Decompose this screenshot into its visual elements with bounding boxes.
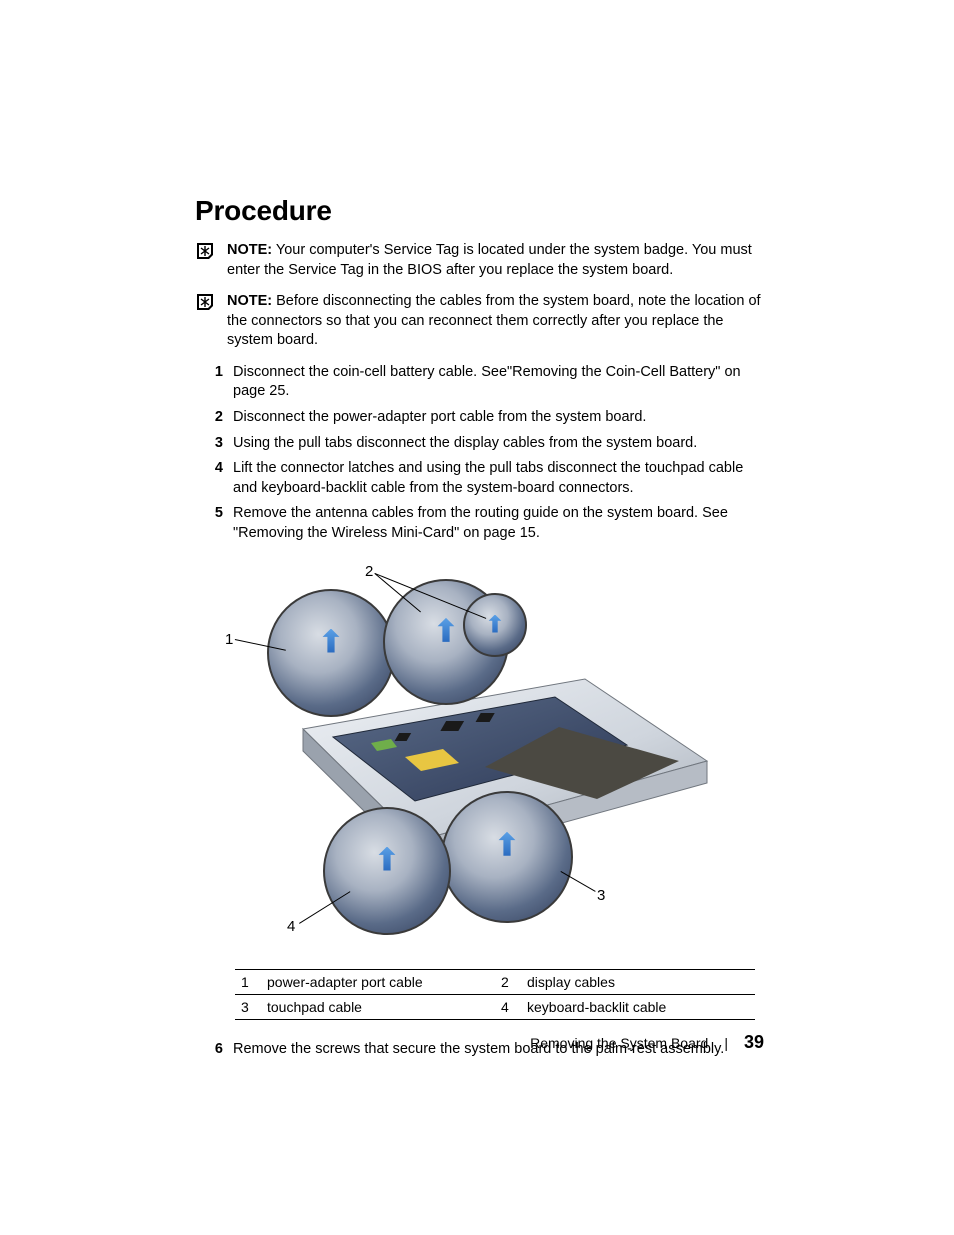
callout-1: 1 — [225, 631, 233, 648]
legend-4-num: 4 — [495, 995, 521, 1020]
footer-divider: | — [724, 1035, 728, 1051]
step-5: Remove the antenna cables from the routi… — [195, 504, 764, 543]
step-2-text: Disconnect the power-adapter port cable … — [233, 408, 764, 428]
legend-2-num: 2 — [495, 970, 521, 995]
step-3: Using the pull tabs disconnect the displ… — [195, 434, 764, 454]
legend-3-num: 3 — [235, 995, 261, 1020]
step-2: Disconnect the power-adapter port cable … — [195, 408, 764, 428]
note-1: NOTE: Your computer's Service Tag is loc… — [195, 241, 764, 280]
legend-1-num: 1 — [235, 970, 261, 995]
step-4-text: Lift the connector latches and using the… — [233, 459, 764, 498]
step-6-number: 6 — [195, 1040, 223, 1060]
detail-bubble-3 — [441, 791, 573, 923]
step-1-text: Disconnect the coin-cell battery cable. … — [233, 363, 764, 402]
legend-2-text: display cables — [521, 970, 755, 995]
footer-page-number: 39 — [744, 1032, 764, 1053]
legend-4-text: keyboard-backlit cable — [521, 995, 755, 1020]
detail-bubble-4 — [323, 807, 451, 935]
page-footer: Removing the System Board | 39 — [530, 1032, 764, 1053]
procedure-steps: Disconnect the coin-cell battery cable. … — [195, 363, 764, 544]
step-3-text: Using the pull tabs disconnect the displ… — [233, 434, 764, 454]
detail-bubble-1 — [267, 589, 395, 717]
step-1: Disconnect the coin-cell battery cable. … — [195, 363, 764, 402]
footer-section: Removing the System Board — [530, 1035, 708, 1051]
step-4: Lift the connector latches and using the… — [195, 459, 764, 498]
note-2-text: NOTE: Before disconnecting the cables fr… — [227, 292, 764, 351]
page-heading: Procedure — [195, 195, 764, 227]
note-icon — [195, 292, 223, 351]
callout-4: 4 — [287, 918, 295, 935]
system-board-diagram: 1 2 3 4 — [205, 551, 765, 951]
note-icon — [195, 241, 223, 280]
callout-2: 2 — [365, 563, 373, 580]
note-1-body: Your computer's Service Tag is located u… — [227, 242, 752, 278]
note-1-label: NOTE: — [227, 242, 272, 258]
note-1-text: NOTE: Your computer's Service Tag is loc… — [227, 241, 764, 280]
note-2-label: NOTE: — [227, 293, 272, 309]
legend-3-text: touchpad cable — [261, 995, 495, 1020]
diagram-legend: 1 power-adapter port cable 2 display cab… — [235, 969, 755, 1020]
note-2: NOTE: Before disconnecting the cables fr… — [195, 292, 764, 351]
legend-row-2: 3 touchpad cable 4 keyboard-backlit cabl… — [235, 995, 755, 1020]
detail-bubble-2b — [463, 593, 527, 657]
note-2-body: Before disconnecting the cables from the… — [227, 293, 761, 348]
legend-row-1: 1 power-adapter port cable 2 display cab… — [235, 970, 755, 995]
callout-3: 3 — [597, 887, 605, 904]
legend-1-text: power-adapter port cable — [261, 970, 495, 995]
step-5-text: Remove the antenna cables from the routi… — [233, 504, 764, 543]
